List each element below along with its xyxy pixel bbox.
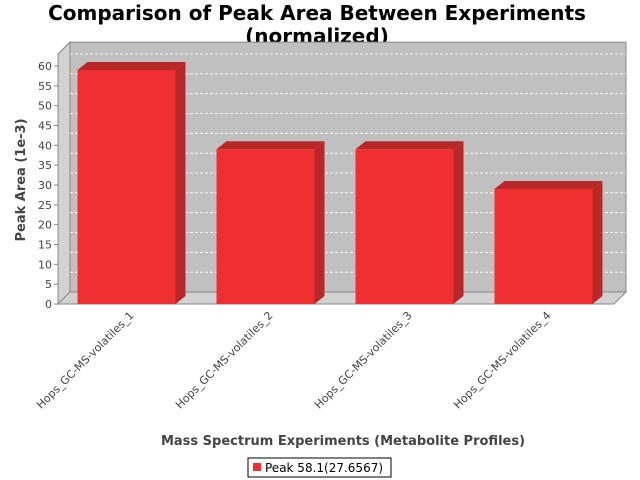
bar-side — [314, 141, 325, 304]
y-axis: 0 5 10 15 20 25 30 35 40 45 50 55 60 — [38, 54, 59, 311]
legend-box — [247, 457, 392, 478]
y-tick-label: 25 — [38, 199, 52, 212]
chart-title: Comparison of Peak Area Between Experime… — [48, 1, 586, 25]
y-tick-label: 45 — [38, 120, 52, 133]
y-tick-label: 30 — [38, 179, 52, 192]
y-tick-label: 40 — [38, 139, 52, 152]
bar-side — [592, 180, 603, 304]
legend-swatch — [253, 463, 261, 471]
x-tick-label: Hops_GC-MS-volatiles_1 — [34, 309, 137, 412]
bar-top — [494, 180, 603, 189]
bar — [216, 149, 315, 304]
bar-top — [355, 141, 464, 150]
x-axis: Hops_GC-MS-volatiles_1 Hops_GC-MS-volatil… — [34, 309, 554, 412]
x-tick-label: Hops_GC-MS-volatiles_3 — [312, 309, 415, 412]
legend: Peak 58.1(27.6567) — [247, 457, 392, 478]
bar — [355, 149, 454, 304]
bar — [77, 69, 176, 304]
y-tick-label: 60 — [38, 60, 52, 73]
y-tick-label: 15 — [38, 239, 52, 252]
y-tick-label: 50 — [38, 100, 52, 113]
bar-side — [453, 141, 464, 304]
legend-label: Peak 58.1(27.6567) — [265, 461, 383, 475]
bar-top — [77, 61, 186, 70]
bar-top — [216, 141, 325, 150]
bar — [494, 188, 593, 304]
x-tick-label: Hops_GC-MS-volatiles_4 — [451, 309, 554, 412]
y-tick-label: 55 — [38, 80, 52, 93]
y-tick-label: 5 — [45, 278, 52, 291]
bar-side — [175, 61, 186, 304]
bars — [77, 61, 603, 304]
x-axis-label: Mass Spectrum Experiments (Metabolite Pr… — [161, 434, 525, 449]
plot-left-wall — [57, 40, 71, 306]
y-tick-label: 0 — [45, 298, 52, 311]
y-axis-label: Peak Area (1e-3) — [14, 118, 29, 241]
y-tick-label: 10 — [38, 258, 52, 271]
y-tick-label: 20 — [38, 219, 52, 232]
x-tick-label: Hops_GC-MS-volatiles_2 — [173, 309, 276, 412]
y-tick-label: 35 — [38, 159, 52, 172]
